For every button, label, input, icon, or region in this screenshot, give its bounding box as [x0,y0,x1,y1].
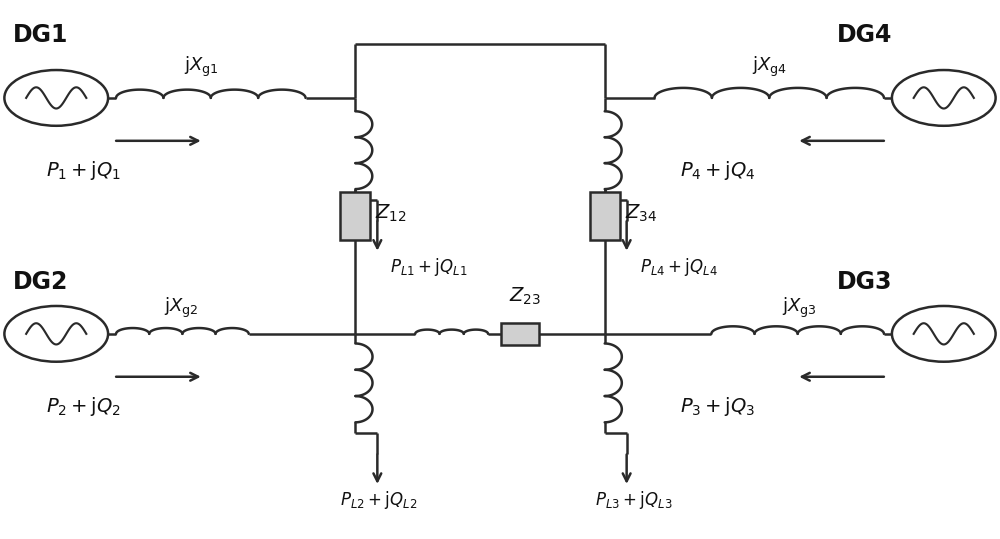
Bar [340,192,370,240]
Text: $\mathit{P}_{L3} + \mathrm{j}\mathit{Q}_{L3}$: $\mathit{P}_{L3} + \mathrm{j}\mathit{Q}_… [595,489,672,512]
Text: DG1: DG1 [13,23,69,47]
Bar [590,192,620,240]
Text: j$\mathit{X}_{\mathregular{g2}}$: j$\mathit{X}_{\mathregular{g2}}$ [164,296,198,320]
Text: $Z_{34}$: $Z_{34}$ [625,203,657,224]
Text: DG4: DG4 [837,23,892,47]
Text: $\mathit{P}_4 + \mathrm{j}\mathit{Q}_4$: $\mathit{P}_4 + \mathrm{j}\mathit{Q}_4$ [680,158,755,182]
Bar [501,323,539,344]
Text: j$\mathit{X}_{\mathregular{g3}}$: j$\mathit{X}_{\mathregular{g3}}$ [782,296,816,320]
Text: j$\mathit{X}_{\mathregular{g4}}$: j$\mathit{X}_{\mathregular{g4}}$ [752,55,787,79]
Text: $Z_{23}$: $Z_{23}$ [509,286,541,307]
Text: DG2: DG2 [13,270,69,294]
Text: $\mathit{P}_2 + \mathrm{j}\mathit{Q}_2$: $\mathit{P}_2 + \mathrm{j}\mathit{Q}_2$ [46,395,121,418]
Text: j$\mathit{X}_{\mathregular{g1}}$: j$\mathit{X}_{\mathregular{g1}}$ [184,55,218,79]
Text: $\mathit{P}_{L4} + \mathrm{j}\mathit{Q}_{L4}$: $\mathit{P}_{L4} + \mathrm{j}\mathit{Q}_… [640,256,717,278]
Text: $\mathit{P}_1 + \mathrm{j}\mathit{Q}_1$: $\mathit{P}_1 + \mathrm{j}\mathit{Q}_1$ [46,158,121,182]
Text: $\mathit{P}_3 + \mathrm{j}\mathit{Q}_3$: $\mathit{P}_3 + \mathrm{j}\mathit{Q}_3$ [680,395,755,418]
Text: $\mathit{P}_{L2} + \mathrm{j}\mathit{Q}_{L2}$: $\mathit{P}_{L2} + \mathrm{j}\mathit{Q}_… [340,489,418,512]
Text: $Z_{12}$: $Z_{12}$ [375,203,407,224]
Text: DG3: DG3 [837,270,893,294]
Text: $\mathit{P}_{L1} + \mathrm{j}\mathit{Q}_{L1}$: $\mathit{P}_{L1} + \mathrm{j}\mathit{Q}_… [390,256,468,278]
